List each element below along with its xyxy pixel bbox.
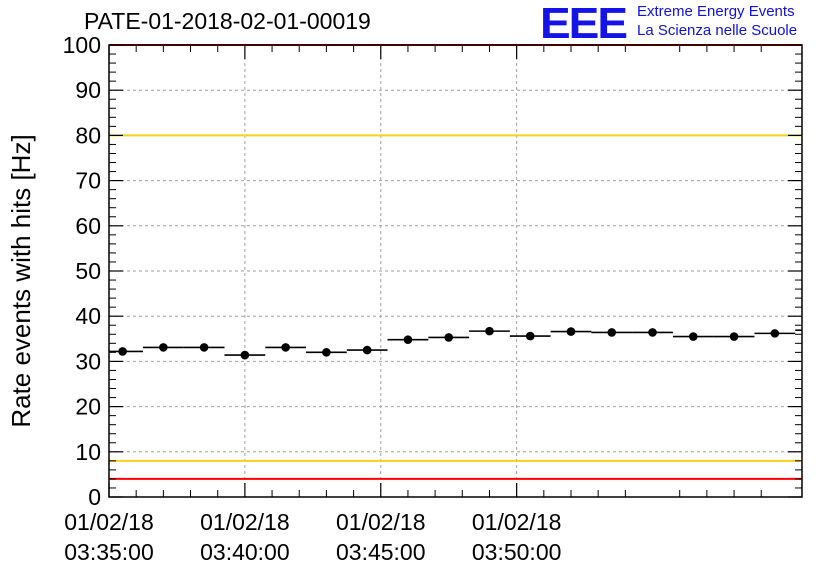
data-point bbox=[159, 343, 168, 352]
data-point bbox=[240, 350, 250, 360]
y-tick-label: 100 bbox=[63, 32, 101, 58]
data-point bbox=[648, 328, 657, 337]
data-point bbox=[485, 326, 494, 336]
axis-ticks bbox=[108, 44, 802, 498]
y-tick-label: 50 bbox=[75, 258, 101, 284]
x-tick-date: 01/02/18 bbox=[200, 509, 290, 535]
y-tick-label: 70 bbox=[75, 168, 101, 194]
x-tick-time: 03:45:00 bbox=[336, 539, 426, 565]
data-point bbox=[118, 347, 127, 356]
y-tick-label: 30 bbox=[75, 348, 101, 374]
x-tick-time: 03:35:00 bbox=[64, 539, 154, 565]
y-tick-label: 60 bbox=[75, 213, 101, 239]
axis-labels: 0 10 20 30 40 50 60 70 80 90 100 01/02/18 03:35:00 01… bbox=[6, 32, 561, 565]
data-point bbox=[444, 333, 454, 342]
grid-lines bbox=[109, 45, 802, 497]
y-axis-title: Rate events with hits [Hz] bbox=[6, 134, 36, 427]
data-point bbox=[688, 332, 698, 341]
y-tick-label: 90 bbox=[75, 77, 101, 103]
data-point bbox=[362, 345, 372, 355]
logo-caption-line1: Extreme Energy Events bbox=[637, 3, 795, 20]
x-tick-time: 03:40:00 bbox=[200, 539, 290, 565]
logo-caption-line2: La Scienza nelle Scuole bbox=[637, 22, 798, 39]
data-point bbox=[607, 328, 617, 337]
x-tick-date: 01/02/18 bbox=[336, 509, 426, 535]
y-tick-label: 0 bbox=[88, 484, 101, 510]
data-point bbox=[770, 329, 780, 338]
limit-lines bbox=[109, 44, 802, 480]
data-point bbox=[729, 332, 739, 341]
data-point bbox=[566, 327, 576, 336]
data-point bbox=[199, 343, 209, 352]
data-series bbox=[109, 326, 802, 360]
data-point bbox=[322, 348, 331, 357]
y-tick-label: 20 bbox=[75, 394, 101, 420]
y-tick-label: 80 bbox=[75, 122, 101, 148]
y-tick-label: 40 bbox=[75, 303, 101, 329]
data-point bbox=[403, 335, 413, 345]
data-point bbox=[525, 331, 535, 341]
x-tick-date: 01/02/18 bbox=[64, 509, 154, 535]
eee-logo: EEE bbox=[540, 0, 628, 48]
x-tick-time: 03:50:00 bbox=[472, 539, 562, 565]
y-tick-label: 10 bbox=[75, 439, 101, 465]
x-tick-date: 01/02/18 bbox=[472, 509, 562, 535]
logo-caption: Extreme Energy Events La Scienza nelle S… bbox=[637, 2, 797, 40]
chart-title: PATE-01-2018-02-01-00019 bbox=[84, 8, 371, 34]
data-point bbox=[281, 343, 290, 352]
